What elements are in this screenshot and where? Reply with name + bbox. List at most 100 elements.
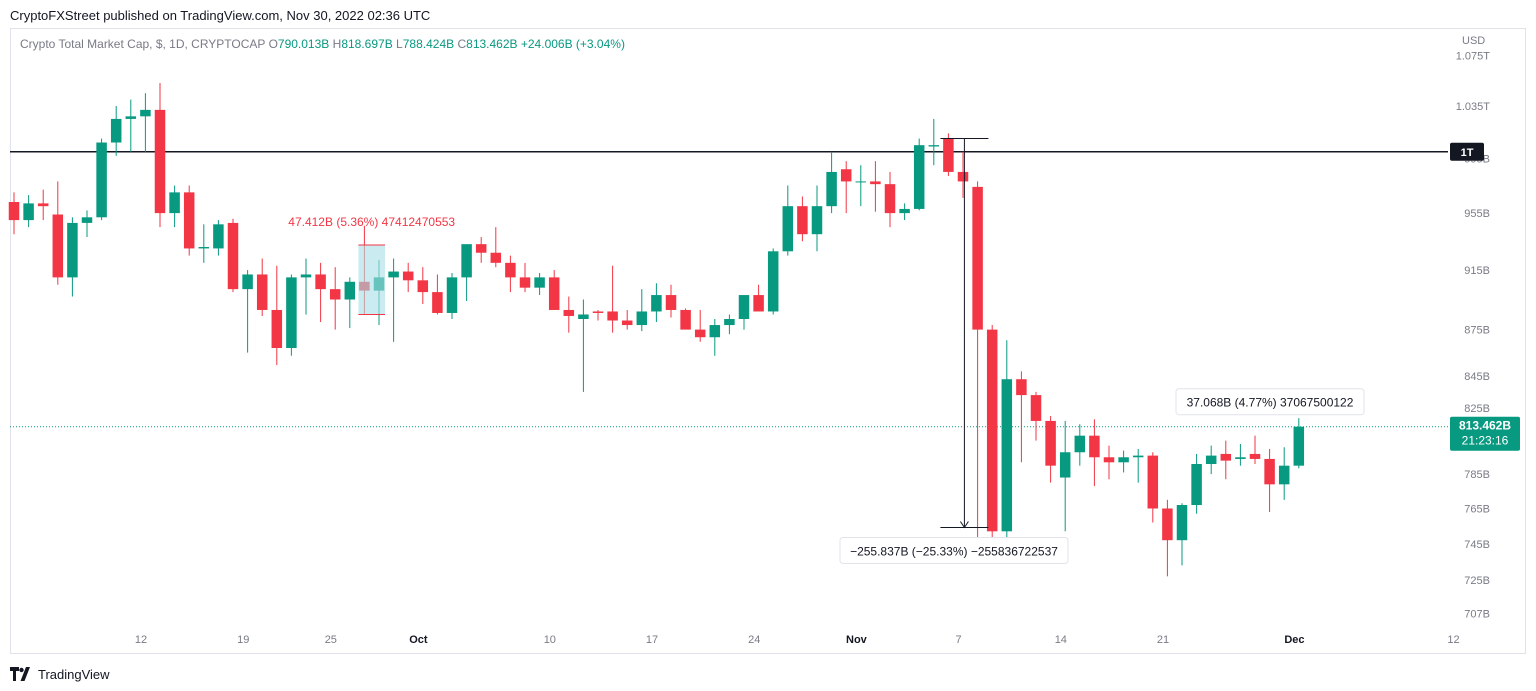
candle-body [563, 309, 575, 316]
candle [884, 171, 896, 228]
candle [738, 295, 750, 330]
ohlc-open-label: O [268, 37, 278, 51]
candle [505, 255, 516, 293]
candle-body [636, 311, 648, 326]
candle [1030, 391, 1042, 441]
candle [1205, 445, 1217, 475]
candle-body [315, 274, 326, 290]
measure-label-last: 37.068B (4.77%) 37067500122 [1187, 396, 1354, 410]
y-tick-label: 825B [1464, 403, 1490, 415]
candle-body [271, 309, 283, 348]
candle-body [986, 329, 998, 532]
y-tick-label: 1.075T [1456, 51, 1491, 63]
ohlc-close-label: C [457, 37, 467, 51]
candle-body [621, 320, 633, 326]
candle-body [417, 280, 429, 293]
candle [81, 210, 93, 238]
candle-body [870, 181, 881, 185]
candle [329, 267, 341, 330]
candle-body [110, 118, 122, 143]
candle-body [1278, 465, 1290, 485]
ohlc-low-value: 788.424B [402, 37, 455, 51]
candle [563, 296, 575, 333]
candle [899, 203, 910, 221]
candle [943, 133, 954, 176]
y-tick-label: 955B [1464, 208, 1490, 220]
candle [227, 218, 239, 293]
candle [607, 265, 618, 333]
published-by-line: CryptoFXStreet published on TradingView.… [10, 8, 431, 23]
candle-body [125, 116, 137, 119]
candle-body [67, 222, 78, 278]
candle [169, 185, 180, 228]
candle [344, 277, 356, 329]
price-axis-currency[interactable]: USD [1462, 35, 1486, 47]
candle [870, 161, 881, 212]
tradingview-brand: TradingView [38, 666, 110, 682]
candle-body [840, 169, 852, 182]
bar-countdown: 21:23:16 [1462, 434, 1509, 448]
candle [1162, 499, 1173, 577]
candle [110, 106, 122, 156]
candle [1016, 371, 1027, 463]
measure-label-box [839, 536, 1069, 564]
candle [928, 118, 940, 166]
candle-body [680, 309, 691, 330]
chart-frame[interactable] [10, 28, 1526, 654]
candle-body [329, 289, 341, 300]
candle [1176, 503, 1188, 566]
candle [811, 185, 823, 252]
tradingview-logo-icon [10, 667, 30, 681]
candle-body [198, 247, 210, 249]
y-tick-label: 785B [1464, 469, 1490, 481]
candle [213, 220, 224, 256]
measure-range-box [358, 244, 385, 315]
candle [1220, 440, 1232, 480]
candle [256, 258, 268, 316]
candle [1191, 453, 1202, 514]
candle-body [432, 292, 443, 313]
candle-body [1176, 505, 1188, 541]
candle [578, 299, 589, 392]
candle [694, 309, 706, 342]
ohlc-close-value: 813.462B [466, 37, 518, 51]
candle-body [855, 181, 867, 183]
candle-body [1205, 455, 1217, 464]
candle-body [928, 145, 940, 147]
candle [548, 270, 560, 310]
candle [1147, 452, 1159, 523]
symbol-legend: Crypto Total Market Cap, $, 1D, CRYPTOCA… [20, 37, 625, 51]
candle-body [534, 277, 545, 288]
x-tick-label: 7 [956, 634, 962, 646]
measure-label-up: 47.412B (5.36%) 47412470553 [288, 215, 455, 229]
candle [490, 227, 502, 268]
candle [1278, 447, 1290, 500]
candle [96, 138, 107, 221]
candle-body [1249, 453, 1261, 459]
y-tick-label: 745B [1464, 539, 1490, 551]
candle-body [52, 214, 64, 278]
symbol-title: Crypto Total Market Cap, $, 1D, CRYPTOCA… [20, 37, 266, 51]
candle [651, 283, 662, 323]
candle [388, 258, 399, 342]
candle [855, 165, 867, 207]
x-tick-label: Nov [846, 634, 868, 646]
measure-label-box [1175, 388, 1365, 416]
candle-body [1074, 435, 1086, 453]
y-tick-label: 765B [1464, 503, 1490, 515]
candle [300, 258, 312, 315]
candle-body [1045, 420, 1056, 466]
candle-body [505, 262, 516, 278]
candle [461, 244, 472, 302]
ohlc-low-label: L [396, 37, 403, 51]
candle-body [1030, 395, 1042, 421]
y-tick-label: 707B [1464, 608, 1490, 620]
candle-body [1089, 435, 1100, 458]
candle-body [256, 274, 268, 310]
candle [797, 196, 808, 242]
candle-body [548, 277, 560, 310]
candle-body [300, 274, 312, 278]
ohlc-change: +24.006B (+3.04%) [520, 37, 625, 51]
measure-arrow-head [959, 521, 969, 529]
